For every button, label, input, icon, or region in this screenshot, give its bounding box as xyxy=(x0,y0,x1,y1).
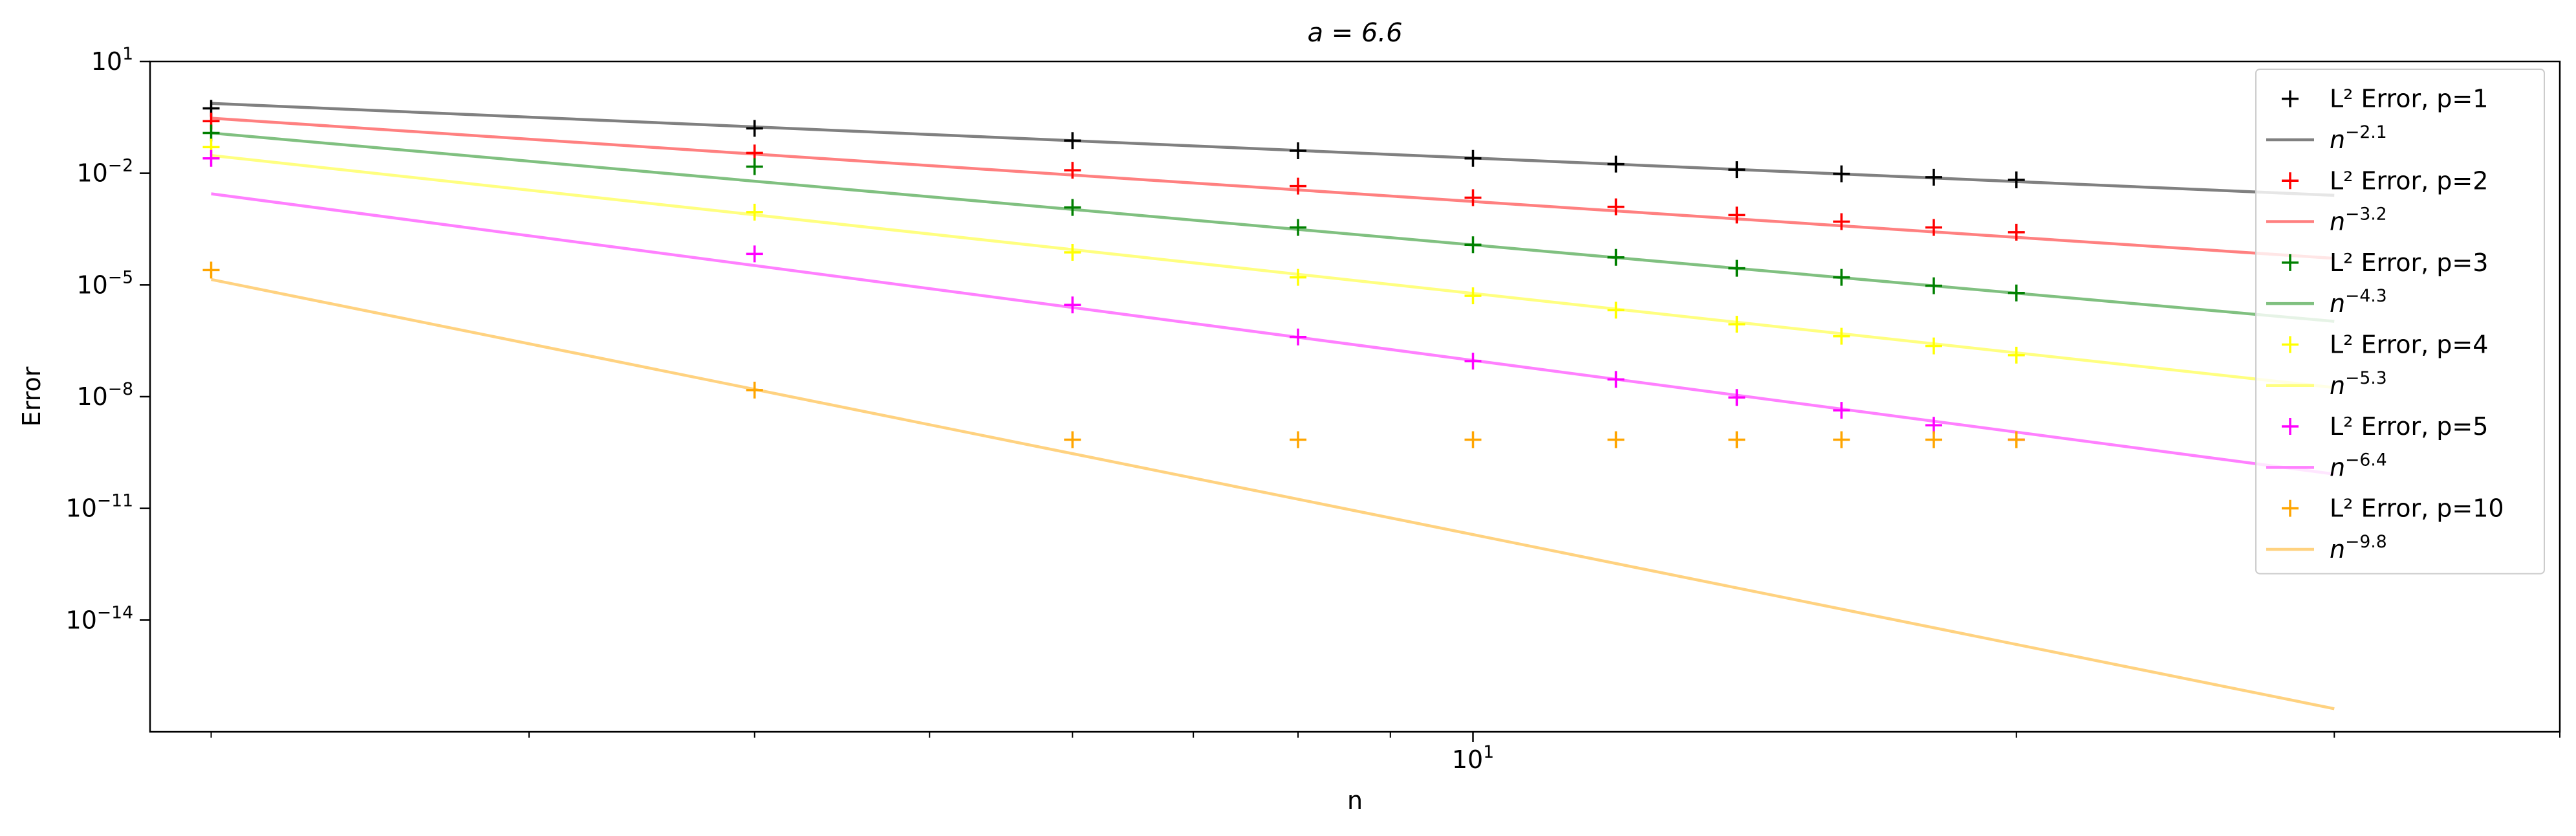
data-point xyxy=(1464,189,1482,206)
data-point xyxy=(1925,277,1943,294)
data-point xyxy=(1464,236,1482,254)
data-point xyxy=(1925,168,1943,186)
legend-label: n−3.2 xyxy=(2330,204,2387,236)
data-point xyxy=(1290,177,1306,195)
data-point xyxy=(2008,223,2025,241)
data-point xyxy=(2008,346,2025,364)
data-point xyxy=(1064,296,1081,314)
data-point xyxy=(1064,199,1081,216)
data-point xyxy=(1290,328,1306,346)
legend-marker xyxy=(2282,418,2299,435)
data-point xyxy=(1464,149,1482,167)
y-tick-label: 10−8 xyxy=(76,379,133,411)
data-point xyxy=(1925,431,1943,448)
legend-label: L² Error, p=4 xyxy=(2330,330,2488,358)
data-point xyxy=(1833,213,1850,230)
data-point xyxy=(1607,248,1625,266)
data-point xyxy=(1607,371,1625,388)
y-tick-label: 10−2 xyxy=(76,156,133,188)
y-tick-label: 10−11 xyxy=(66,491,133,523)
data-point xyxy=(746,203,763,221)
data-point xyxy=(2008,171,2025,189)
data-point xyxy=(1728,316,1746,333)
y-tick-label: 101 xyxy=(91,44,133,76)
legend-marker xyxy=(2282,336,2299,353)
y-axis-label: Error xyxy=(17,366,46,426)
data-point xyxy=(1607,198,1625,215)
data-point xyxy=(1064,243,1081,261)
data-point xyxy=(1464,431,1482,448)
x-axis-label: n xyxy=(1347,786,1363,815)
legend-label: n−9.8 xyxy=(2330,532,2387,564)
legend-label: n−2.1 xyxy=(2330,122,2387,154)
legend-marker xyxy=(2282,172,2299,190)
legend-marker xyxy=(2282,254,2299,271)
legend-label: L² Error, p=2 xyxy=(2330,166,2488,195)
fit-line xyxy=(211,131,2335,323)
legend-marker xyxy=(2282,90,2299,107)
data-point xyxy=(1925,417,1943,434)
data-point xyxy=(1728,259,1746,277)
data-point xyxy=(2008,284,2025,302)
data-point xyxy=(746,120,763,137)
legend-label: n−5.3 xyxy=(2330,368,2387,400)
data-point xyxy=(2008,431,2025,448)
data-point xyxy=(1833,402,1850,419)
fit-line xyxy=(211,116,2335,260)
legend-box xyxy=(2255,69,2545,575)
fit-line xyxy=(211,278,2335,710)
data-point xyxy=(1833,431,1850,448)
plot-frame xyxy=(149,60,2561,733)
fit-line xyxy=(211,102,2335,197)
data-point xyxy=(202,124,220,142)
data-point xyxy=(1607,302,1625,319)
data-point xyxy=(1064,162,1081,179)
data-point xyxy=(1464,353,1482,370)
legend-label: L² Error, p=5 xyxy=(2330,412,2488,441)
legend-label: L² Error, p=1 xyxy=(2330,85,2488,113)
data-point xyxy=(1728,206,1746,224)
chart-title: a = 6.6 xyxy=(1307,18,1402,48)
data-point xyxy=(1064,431,1081,448)
data-point xyxy=(1064,132,1081,149)
data-point xyxy=(746,381,763,399)
y-tick-label: 10−5 xyxy=(76,267,133,299)
y-tick-label: 10−14 xyxy=(66,602,133,634)
data-point xyxy=(1464,287,1482,305)
data-point xyxy=(1290,269,1306,286)
data-point xyxy=(1833,327,1850,345)
legend-label: n−6.4 xyxy=(2330,450,2387,481)
legend-label: L² Error, p=3 xyxy=(2330,248,2488,277)
legend: L² Error, p=1 n−2.1 L² Error, p=2 n−3.2 L² E… xyxy=(2255,69,2545,575)
legend-label: L² Error, p=10 xyxy=(2330,494,2504,523)
data-point xyxy=(746,245,763,263)
legend-marker xyxy=(2282,500,2299,517)
data-point xyxy=(1833,165,1850,182)
data-point xyxy=(1728,431,1746,448)
data-point xyxy=(202,149,220,167)
data-point xyxy=(1833,269,1850,286)
data-point xyxy=(1290,142,1306,160)
data-point xyxy=(202,261,220,279)
fit-line xyxy=(211,192,2335,476)
data-point xyxy=(746,158,763,175)
fit-line xyxy=(211,153,2335,390)
data-point xyxy=(1925,337,1943,355)
data-point xyxy=(1290,431,1306,448)
data-point xyxy=(1607,155,1625,173)
legend-label: n−4.3 xyxy=(2330,286,2387,318)
x-tick-label: 101 xyxy=(1452,742,1494,774)
data-point xyxy=(1607,431,1625,448)
data-point xyxy=(1925,219,1943,236)
data-point xyxy=(1290,219,1306,236)
data-point xyxy=(1728,389,1746,406)
data-point xyxy=(1728,161,1746,179)
